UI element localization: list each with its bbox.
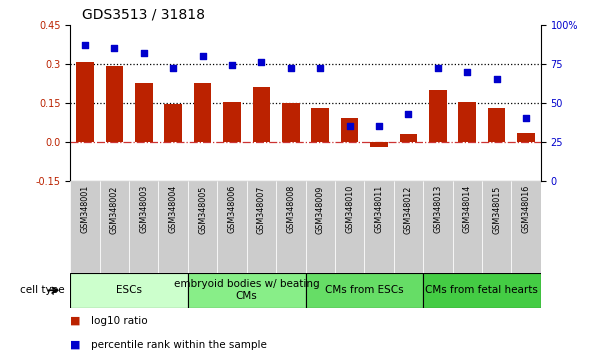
Bar <box>423 273 541 308</box>
Text: GDS3513 / 31818: GDS3513 / 31818 <box>82 7 205 21</box>
Bar <box>194 83 211 142</box>
Bar <box>511 181 541 273</box>
Point <box>198 53 208 59</box>
Bar <box>335 181 364 273</box>
Text: embryoid bodies w/ beating
CMs: embryoid bodies w/ beating CMs <box>174 279 320 301</box>
Bar <box>276 181 306 273</box>
Bar <box>282 103 299 142</box>
Text: GSM348007: GSM348007 <box>257 185 266 234</box>
Point <box>492 76 502 82</box>
Text: ■: ■ <box>70 316 81 326</box>
Point <box>374 123 384 129</box>
Bar <box>158 181 188 273</box>
Bar <box>129 181 158 273</box>
Point <box>80 42 90 48</box>
Point <box>227 62 237 68</box>
Point <box>139 50 148 56</box>
Point <box>315 65 325 71</box>
Text: log10 ratio: log10 ratio <box>92 316 148 326</box>
Bar <box>453 181 482 273</box>
Bar <box>518 132 535 142</box>
Point <box>463 69 472 74</box>
Bar <box>70 181 100 273</box>
Text: GSM348005: GSM348005 <box>198 185 207 234</box>
Bar <box>400 134 417 142</box>
Bar <box>164 104 182 142</box>
Bar <box>312 108 329 142</box>
Bar <box>247 181 276 273</box>
Text: GSM348014: GSM348014 <box>463 185 472 233</box>
Text: GSM348003: GSM348003 <box>139 185 148 233</box>
Bar <box>188 181 218 273</box>
Point <box>257 59 266 65</box>
Text: CMs from fetal hearts: CMs from fetal hearts <box>425 285 538 295</box>
Bar <box>218 181 247 273</box>
Bar <box>188 273 306 308</box>
Bar <box>306 273 423 308</box>
Bar <box>135 83 153 142</box>
Text: ESCs: ESCs <box>116 285 142 295</box>
Text: GSM348004: GSM348004 <box>169 185 178 233</box>
Bar <box>429 90 447 142</box>
Bar <box>364 181 393 273</box>
Text: GSM348001: GSM348001 <box>81 185 89 233</box>
Bar <box>423 181 453 273</box>
Bar <box>252 87 270 142</box>
Text: GSM348011: GSM348011 <box>375 185 384 233</box>
Point <box>403 111 413 116</box>
Point <box>345 123 354 129</box>
Bar <box>100 181 129 273</box>
Text: GSM348002: GSM348002 <box>110 185 119 234</box>
Text: CMs from ESCs: CMs from ESCs <box>325 285 404 295</box>
Bar <box>106 66 123 142</box>
Text: GSM348012: GSM348012 <box>404 185 413 234</box>
Point <box>168 65 178 71</box>
Text: percentile rank within the sample: percentile rank within the sample <box>92 340 267 350</box>
Point <box>433 65 443 71</box>
Bar <box>482 181 511 273</box>
Text: cell type: cell type <box>20 285 64 295</box>
Text: ■: ■ <box>70 340 81 350</box>
Point <box>109 45 119 51</box>
Text: GSM348016: GSM348016 <box>522 185 530 233</box>
Text: GSM348006: GSM348006 <box>227 185 236 233</box>
Bar <box>76 62 94 142</box>
Bar <box>341 118 359 142</box>
Text: GSM348009: GSM348009 <box>316 185 324 234</box>
Bar <box>370 142 388 147</box>
Text: GSM348015: GSM348015 <box>492 185 501 234</box>
Text: GSM348013: GSM348013 <box>433 185 442 233</box>
Bar <box>488 108 505 142</box>
Bar <box>306 181 335 273</box>
Text: GSM348010: GSM348010 <box>345 185 354 233</box>
Point <box>521 115 531 121</box>
Bar <box>393 181 423 273</box>
Bar <box>458 102 476 142</box>
Point <box>286 65 296 71</box>
Bar <box>70 273 188 308</box>
Text: GSM348008: GSM348008 <box>287 185 295 233</box>
Bar <box>223 102 241 142</box>
